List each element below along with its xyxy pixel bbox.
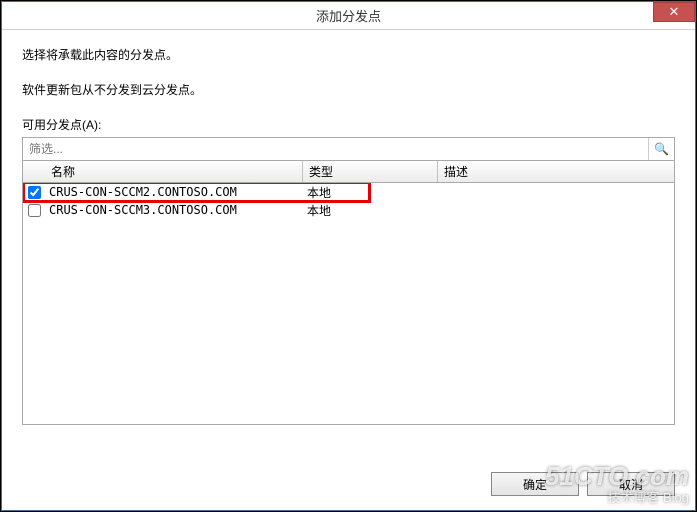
table-row[interactable]: CRUS-CON-SCCM3.CONTOSO.COM本地 [23,201,674,219]
row-checkbox-cell [23,186,45,199]
row-checkbox[interactable] [28,186,41,199]
window-title: 添加分发点 [316,6,381,25]
header-name[interactable]: 名称 [45,161,303,182]
instruction-text: 选择将承载此内容的分发点。 [22,46,675,63]
row-checkbox-cell [23,204,45,217]
note-text: 软件更新包从不分发到云分发点。 [22,81,675,98]
close-button[interactable]: ✕ [653,2,695,22]
header-type[interactable]: 类型 [303,161,438,182]
row-name: CRUS-CON-SCCM2.CONTOSO.COM [45,185,303,199]
dialog-window: 添加分发点 ✕ 选择将承载此内容的分发点。 软件更新包从不分发到云分发点。 可用… [1,1,696,511]
button-bar: 确定 取消 [491,472,675,496]
table-row[interactable]: CRUS-CON-SCCM2.CONTOSO.COM本地 [23,183,674,201]
content-area: 选择将承载此内容的分发点。 软件更新包从不分发到云分发点。 可用分发点(A): … [2,30,695,425]
list-header: 名称 类型 描述 [22,161,675,183]
search-button[interactable]: 🔍 [648,138,674,160]
list-body: CRUS-CON-SCCM2.CONTOSO.COM本地CRUS-CON-SCC… [22,183,675,425]
titlebar: 添加分发点 ✕ [2,2,695,30]
filter-input[interactable] [23,138,648,160]
header-desc[interactable]: 描述 [438,161,674,182]
row-type: 本地 [303,184,438,201]
row-type: 本地 [303,202,438,219]
cancel-button[interactable]: 取消 [587,472,675,496]
filter-row: 🔍 [22,137,675,161]
header-checkbox-col [23,161,45,182]
row-name: CRUS-CON-SCCM3.CONTOSO.COM [45,203,303,217]
row-checkbox[interactable] [28,204,41,217]
ok-button[interactable]: 确定 [491,472,579,496]
available-label: 可用分发点(A): [22,116,675,133]
search-icon: 🔍 [654,142,669,156]
close-icon: ✕ [669,4,680,20]
